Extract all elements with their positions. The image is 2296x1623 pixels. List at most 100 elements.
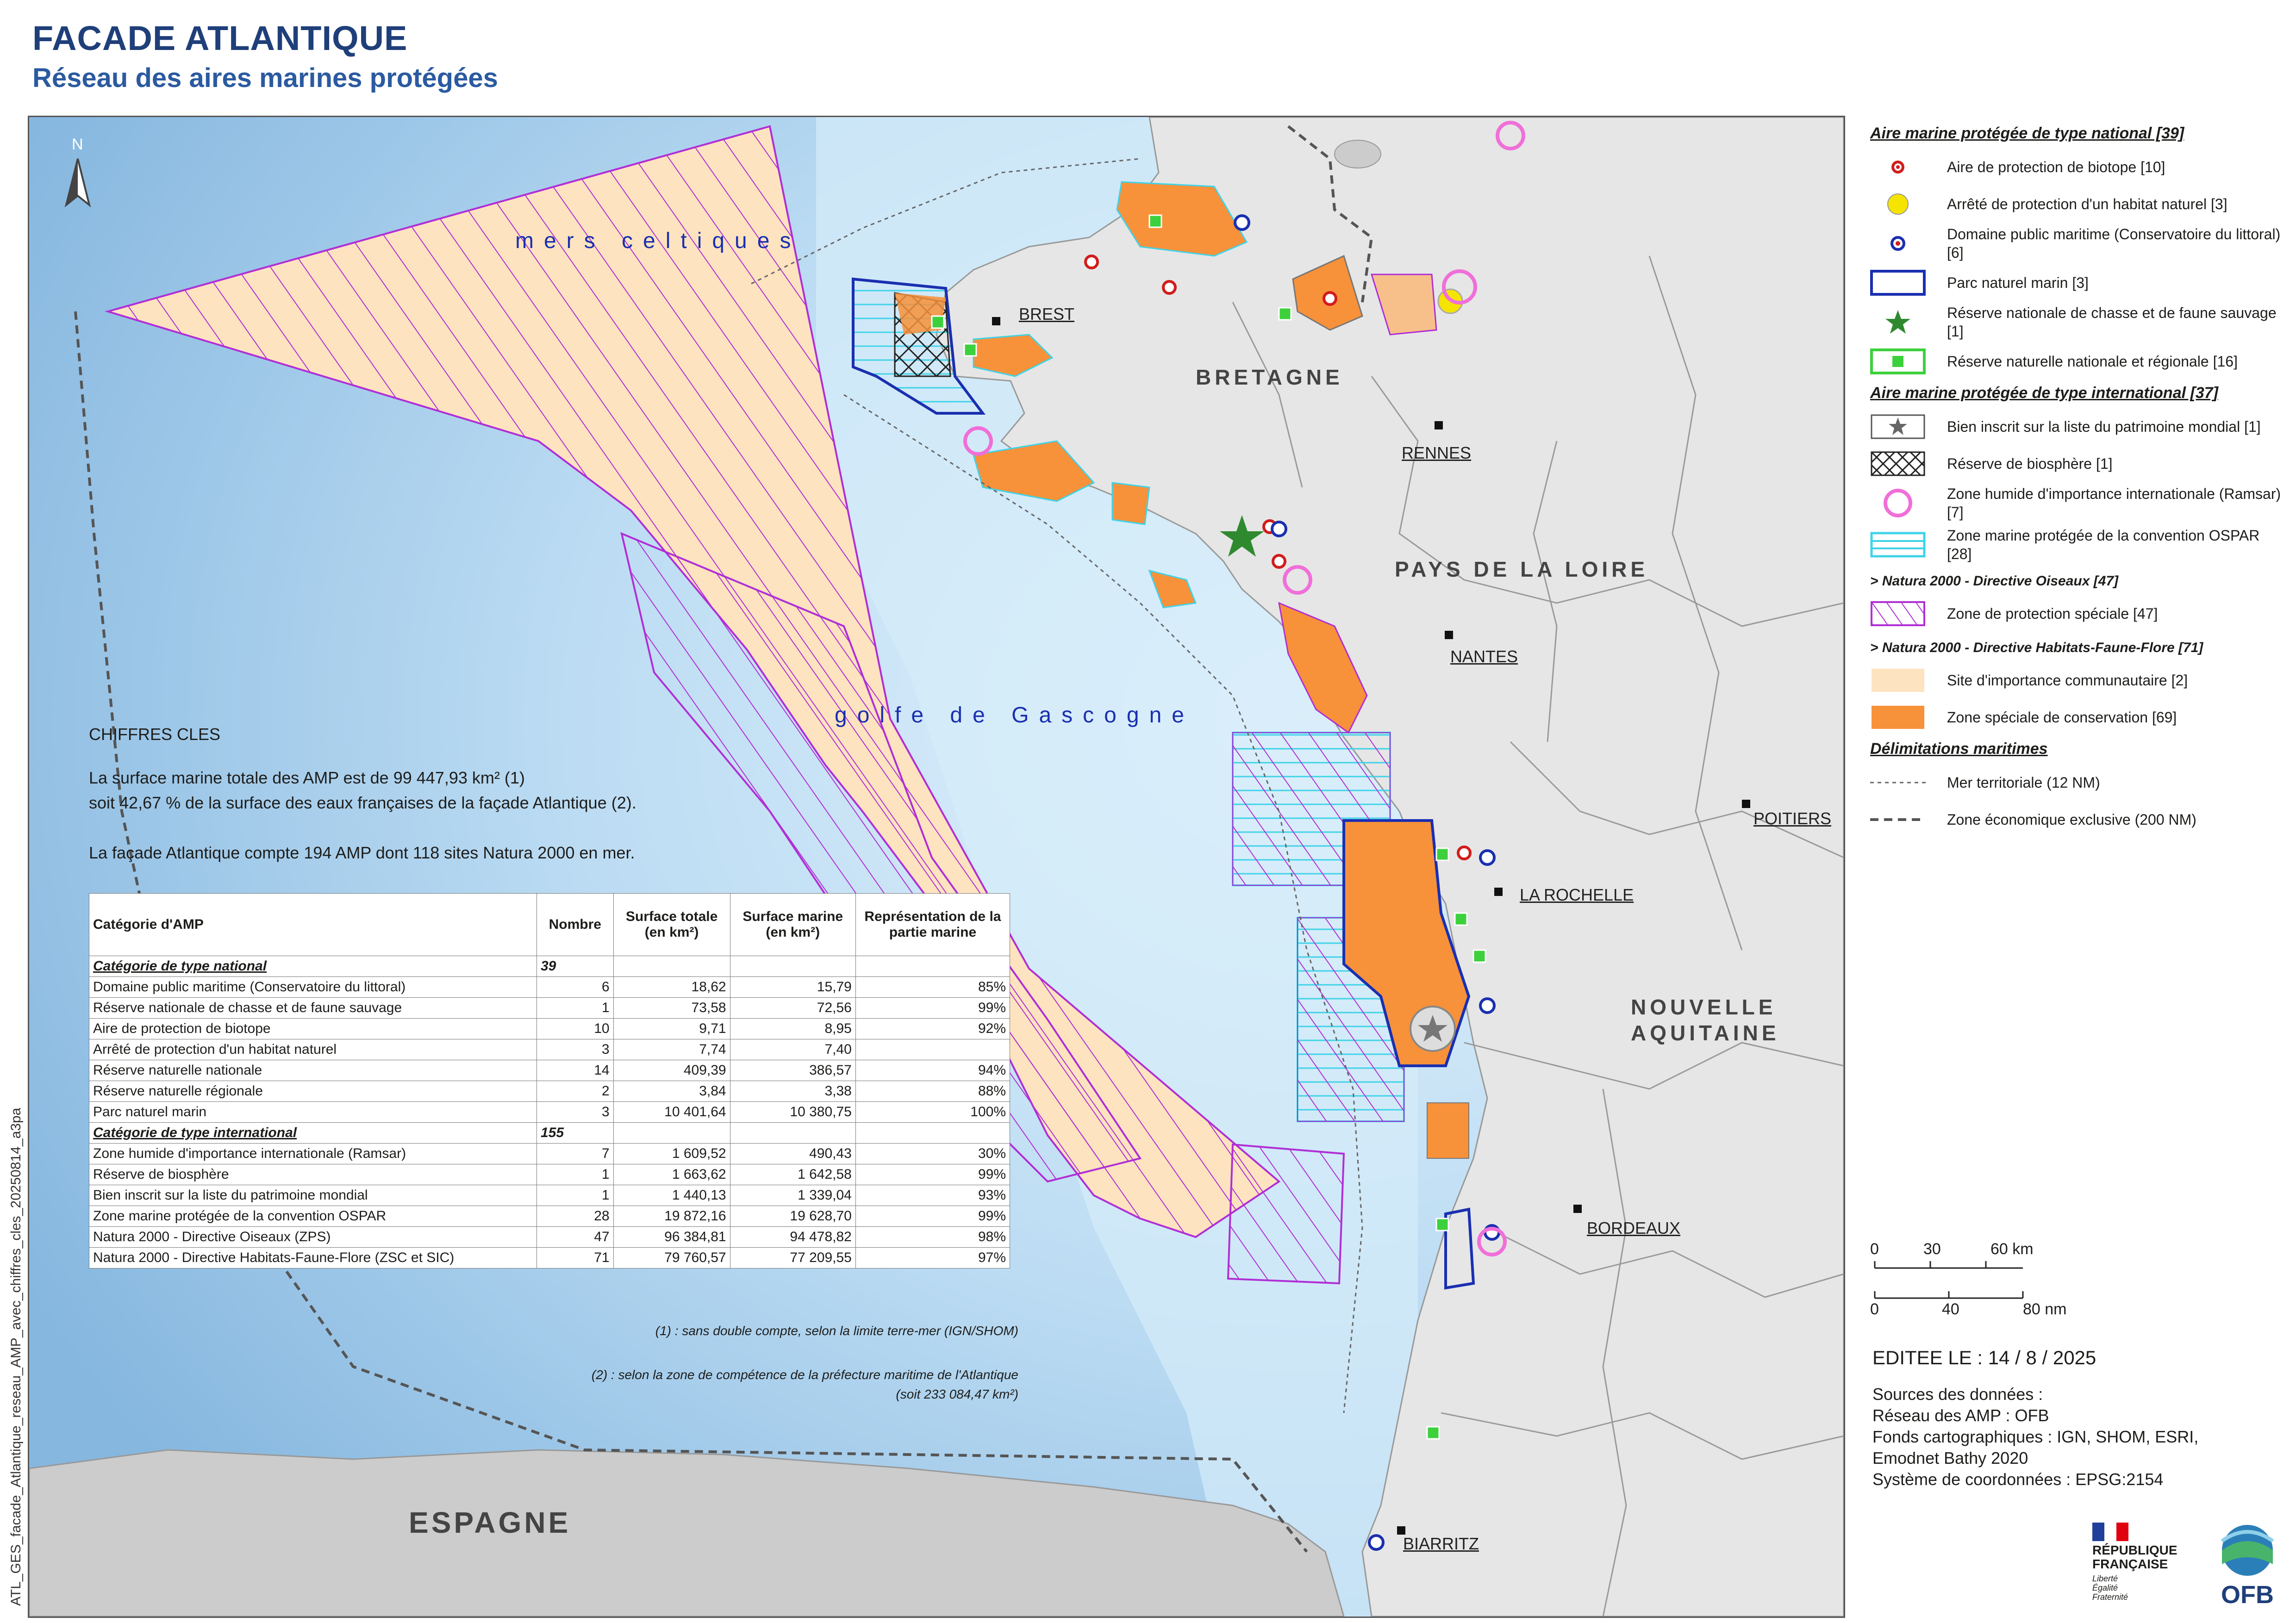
key-figures-line2: soit 42,67 % de la surface des eaux fran… xyxy=(89,793,636,812)
table-cell: 47 xyxy=(537,1226,614,1248)
table-cell: 3 xyxy=(537,1101,614,1123)
table-cell: 77 209,55 xyxy=(730,1247,856,1269)
rf-line-2: FRANÇAISE xyxy=(2092,1557,2168,1571)
zps-icon xyxy=(1870,600,1926,627)
table-cell: 1 440,13 xyxy=(613,1185,730,1206)
region-label-pays-de-la-loire: PAYS DE LA LOIRE xyxy=(1395,557,1649,581)
jersey-island xyxy=(1334,140,1381,168)
table-cell: 96 384,81 xyxy=(613,1226,730,1248)
map-subtitle: Réseau des aires marines protégées xyxy=(32,63,498,93)
key-figures-line1: La surface marine totale des AMP est de … xyxy=(89,768,525,787)
spain-land xyxy=(29,1449,1345,1617)
legend-label: Parc naturel marin [3] xyxy=(1947,274,2089,291)
table-cell: 9,71 xyxy=(613,1018,730,1039)
legend-item: Zone spéciale de conservation [69] xyxy=(1870,701,2287,734)
table-cell: 1 xyxy=(537,997,614,1019)
city-marker-bordeaux xyxy=(1573,1205,1582,1213)
table-cell: 3,38 xyxy=(730,1081,856,1102)
sources-line: Système de coordonnées : EPSG:2154 xyxy=(1872,1470,2164,1489)
table-cell: 1 642,58 xyxy=(730,1164,856,1185)
reserve-icon xyxy=(1870,348,1926,375)
legend-label: Arrêté de protection d'un habitat nature… xyxy=(1947,196,2227,212)
legend-n2000-oiseaux-title: > Natura 2000 - Directive Oiseaux [47] xyxy=(1870,573,2119,589)
table-row: Réserve naturelle nationale 14 409,39 386,5… xyxy=(89,1060,1011,1081)
table-row: Domaine public maritime (Conservatoire d… xyxy=(89,976,1011,998)
biosphere-icon xyxy=(1870,450,1926,477)
table-cell: 98% xyxy=(855,1226,1011,1248)
table-cell: 1 663,62 xyxy=(613,1164,730,1185)
table-cell: Parc naturel marin xyxy=(89,1101,537,1123)
ospar-icon xyxy=(1870,531,1926,558)
table-cell: 7,74 xyxy=(613,1039,730,1060)
table-row: Arrêté de protection d'un habitat nature… xyxy=(89,1039,1011,1060)
legend-international-title: Aire marine protégée de type internation… xyxy=(1870,384,2218,402)
sic-icon xyxy=(1870,667,1926,694)
map-area[interactable]: N mers celtiques golfe de Gascogne BRETA… xyxy=(28,116,1845,1618)
legend-item: Bien inscrit sur la liste du patrimoine … xyxy=(1870,410,2287,443)
table-cell: 1 339,04 xyxy=(730,1185,856,1206)
legend-item: Parc naturel marin [3] xyxy=(1870,267,2287,299)
city-label-poitiers: POITIERS xyxy=(1753,809,1832,828)
legend-label: Site d'importance communautaire [2] xyxy=(1947,672,2188,689)
table-footnote-1: (1) : sans double compte, selon la limit… xyxy=(655,1324,1018,1338)
table-cell: 94 478,82 xyxy=(730,1226,856,1248)
table-row: Zone humide d'importance internationale … xyxy=(89,1143,1011,1164)
legend-label: Réserve de biosphère [1] xyxy=(1947,455,2113,472)
legend-item: Zone marine protégée de la convention OS… xyxy=(1870,526,2287,563)
north-arrow: N xyxy=(52,136,103,210)
table-header: Surface totale (en km²) xyxy=(613,893,730,956)
table-group-row: Catégorie de type national 39 xyxy=(89,956,1011,977)
sources-line: Sources des données : xyxy=(1872,1385,2043,1404)
table-cell: Zone humide d'importance internationale … xyxy=(89,1143,537,1164)
legend-item: Réserve nationale de chasse et de faune … xyxy=(1870,304,2287,341)
scale-nm-40: 40 xyxy=(1942,1300,1959,1318)
zsc-north-2 xyxy=(973,334,1054,377)
table-cell: Natura 2000 - Directive Oiseaux (ZPS) xyxy=(89,1226,537,1248)
table-cell: 19 628,70 xyxy=(730,1206,856,1227)
city-marker-la-rochelle xyxy=(1494,888,1503,896)
marker-rn-group xyxy=(931,214,1486,1440)
region-label-bretagne: BRETAGNE xyxy=(1196,365,1343,389)
table-cell: Zone marine protégée de la convention OS… xyxy=(89,1206,537,1227)
marianne-icon xyxy=(2092,1523,2128,1541)
sources-line: Fonds cartographiques : IGN, SHOM, ESRI, xyxy=(1872,1427,2199,1446)
table-footnote-2: (2) : selon la zone de compétence de la … xyxy=(481,1365,1018,1404)
legend-item: Zone humide d'importance internationale … xyxy=(1870,485,2287,522)
table-cell: 6 xyxy=(537,976,614,998)
table-cell: 88% xyxy=(855,1081,1011,1102)
table-cell: 409,39 xyxy=(613,1060,730,1081)
title-block: FACADE ATLANTIQUE Réseau des aires marin… xyxy=(32,19,498,93)
table-cell: 85% xyxy=(855,976,1011,998)
table-cell: 28 xyxy=(537,1206,614,1227)
legend-item: Mer territoriale (12 NM) xyxy=(1870,766,2287,799)
zsc-gironde-south xyxy=(1427,1102,1469,1159)
habitat-marker-icon xyxy=(1870,191,1926,218)
biotope-marker-icon xyxy=(1870,154,1926,180)
file-code: ATL_GES_facade_Atlantique_reseau_AMP_ave… xyxy=(8,1107,24,1606)
table-cell: Catégorie de type international xyxy=(89,1122,537,1144)
table-cell: 14 xyxy=(537,1060,614,1081)
legend-item: Réserve de biosphère [1] xyxy=(1870,448,2287,480)
zsc-south-brittany-2 xyxy=(1111,482,1150,525)
amp-table: Catégorie d'AMP Nombre Surface totale (e… xyxy=(89,893,1011,1269)
table-cell: 10 xyxy=(537,1018,614,1039)
star-icon xyxy=(1870,309,1926,336)
ofb-logo: OFB xyxy=(2213,1523,2282,1611)
table-row: Natura 2000 - Directive Habitats-Faune-F… xyxy=(89,1247,1011,1269)
zsc-south-brittany-1 xyxy=(973,440,1095,502)
ramsar-icon xyxy=(1870,489,1926,517)
republique-francaise-logo: RÉPUBLIQUE FRANÇAISE Liberté Égalité Fra… xyxy=(2092,1523,2185,1606)
legend-item: Réserve naturelle nationale et régionale… xyxy=(1870,345,2287,378)
table-cell: 15,79 xyxy=(730,976,856,998)
legend-label: Zone spéciale de conservation [69] xyxy=(1947,709,2177,726)
table-row: Natura 2000 - Directive Oiseaux (ZPS) 47 9… xyxy=(89,1226,1011,1248)
territorial-sea-line xyxy=(751,158,1363,1413)
zps-offshore-box xyxy=(1227,1143,1345,1285)
legend-delim-title: Délimitations maritimes xyxy=(1870,740,2048,758)
table-cell: Domaine public maritime (Conservatoire d… xyxy=(89,976,537,998)
territorial-sea-line-icon xyxy=(1870,769,1926,796)
legend-item: Zone économique exclusive (200 NM) xyxy=(1870,803,2287,836)
table-cell: 7 xyxy=(537,1143,614,1164)
sea-label-celtic: mers celtiques xyxy=(515,229,801,253)
table-cell: 10 380,75 xyxy=(730,1101,856,1123)
